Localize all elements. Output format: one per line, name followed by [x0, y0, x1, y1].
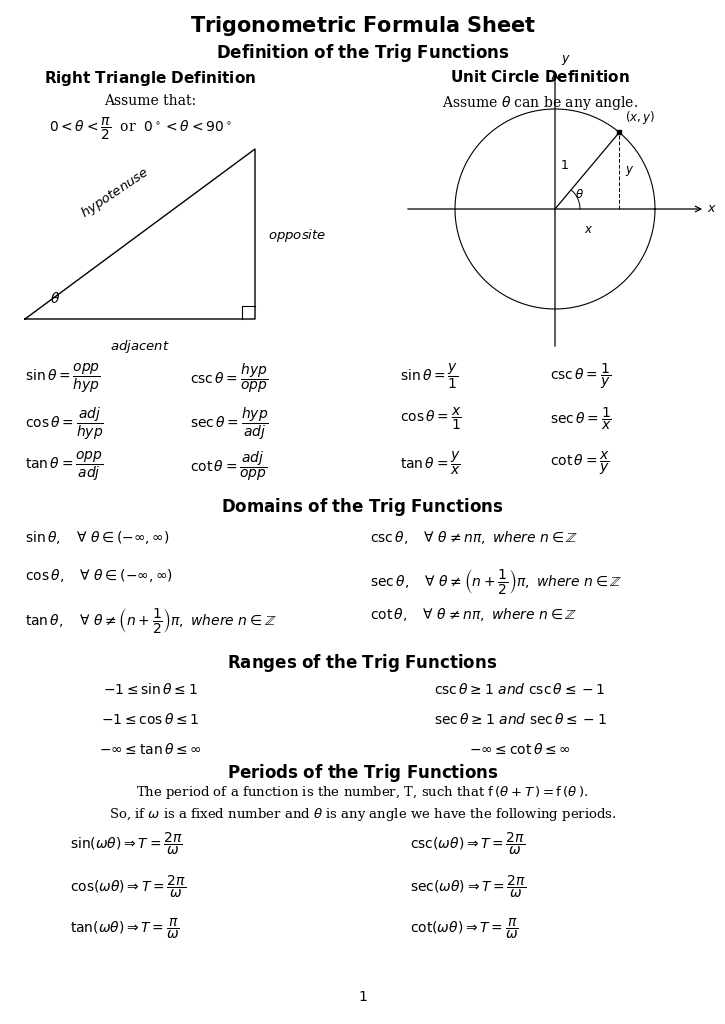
Text: $\cot\theta, \quad \forall\ \theta \neq n\pi,\ where\ n \in \mathbb{Z}$: $\cot\theta, \quad \forall\ \theta \neq …: [370, 606, 577, 623]
Text: The period of a function is the number, T, such that $\mathrm{f}\,(\theta + T\,): The period of a function is the number, …: [136, 784, 589, 801]
Text: $\sec\theta \geq 1\ \mathit{and}\ \sec\theta \leq -1$: $\sec\theta \geq 1\ \mathit{and}\ \sec\t…: [434, 712, 607, 727]
Text: $\cos\theta, \quad \forall\ \theta \in (-\infty, \infty)$: $\cos\theta, \quad \forall\ \theta \in (…: [25, 567, 173, 584]
Text: $x$: $x$: [707, 203, 717, 215]
Text: So, if $\omega$ is a fixed number and $\theta$ is any angle we have the followin: So, if $\omega$ is a fixed number and $\…: [109, 806, 616, 823]
Text: $\bf{Trigonometric\ Formula\ Sheet}$: $\bf{Trigonometric\ Formula\ Sheet}$: [189, 14, 536, 38]
Text: $-1 \leq \cos\theta \leq 1$: $-1 \leq \cos\theta \leq 1$: [101, 712, 199, 727]
Text: $\cot\theta = \dfrac{x}{y}$: $\cot\theta = \dfrac{x}{y}$: [550, 450, 610, 477]
Text: $\theta$: $\theta$: [50, 291, 60, 306]
Text: $\bf{Domains\ of\ the\ Trig\ Functions}$: $\bf{Domains\ of\ the\ Trig\ Functions}$: [221, 496, 504, 518]
Text: $-\infty \leq \tan\theta \leq \infty$: $-\infty \leq \tan\theta \leq \infty$: [99, 742, 202, 757]
Text: $\csc\theta = \dfrac{hyp}{opp}$: $\csc\theta = \dfrac{hyp}{opp}$: [190, 362, 268, 395]
Text: $\cos\theta = \dfrac{x}{1}$: $\cos\theta = \dfrac{x}{1}$: [400, 406, 462, 432]
Text: $(x,y)$: $(x,y)$: [625, 110, 655, 126]
Text: $-\infty \leq \cot\theta \leq \infty$: $-\infty \leq \cot\theta \leq \infty$: [469, 742, 571, 757]
Text: $\tan\theta = \dfrac{opp}{adj}$: $\tan\theta = \dfrac{opp}{adj}$: [25, 450, 104, 483]
Text: $\csc\theta, \quad \forall\ \theta \neq n\pi,\ where\ n \in \mathbb{Z}$: $\csc\theta, \quad \forall\ \theta \neq …: [370, 529, 579, 546]
Text: $-1 \leq \sin\theta \leq 1$: $-1 \leq \sin\theta \leq 1$: [103, 682, 197, 697]
Text: $x$: $x$: [584, 223, 593, 236]
Text: $\cos(\omega\theta) \Rightarrow T = \dfrac{2\pi}{\omega}$: $\cos(\omega\theta) \Rightarrow T = \dfr…: [70, 874, 186, 900]
Text: $\csc\theta = \dfrac{1}{y}$: $\csc\theta = \dfrac{1}{y}$: [550, 362, 611, 391]
Text: $\sin(\omega\theta) \Rightarrow T = \dfrac{2\pi}{\omega}$: $\sin(\omega\theta) \Rightarrow T = \dfr…: [70, 831, 183, 857]
Text: $\csc\theta \geq 1\ \mathit{and}\ \csc\theta \leq -1$: $\csc\theta \geq 1\ \mathit{and}\ \csc\t…: [434, 682, 605, 697]
Text: $\sec\theta = \dfrac{hyp}{adj}$: $\sec\theta = \dfrac{hyp}{adj}$: [190, 406, 269, 442]
Text: $\tan\theta, \quad \forall\ \theta \neq \left(n + \dfrac{1}{2}\right)\pi,\ where: $\tan\theta, \quad \forall\ \theta \neq …: [25, 606, 277, 635]
Text: $\bf{Right\ Triangle\ Definition}$: $\bf{Right\ Triangle\ Definition}$: [44, 69, 256, 88]
Text: $y$: $y$: [625, 164, 634, 178]
Text: $\cot\theta = \dfrac{adj}{opp}$: $\cot\theta = \dfrac{adj}{opp}$: [190, 450, 268, 483]
Text: $1$: $1$: [357, 990, 368, 1004]
Text: $\sec\theta, \quad \forall\ \theta \neq \left(n + \dfrac{1}{2}\right)\pi,\ where: $\sec\theta, \quad \forall\ \theta \neq …: [370, 567, 622, 596]
Text: $\cot(\omega\theta) \Rightarrow T = \dfrac{\pi}{\omega}$: $\cot(\omega\theta) \Rightarrow T = \dfr…: [410, 918, 518, 941]
Text: $\bf{Periods\ of\ the\ Trig\ Functions}$: $\bf{Periods\ of\ the\ Trig\ Functions}$: [226, 762, 499, 784]
Text: $\bf{Definition\ of\ the\ Trig\ Functions}$: $\bf{Definition\ of\ the\ Trig\ Function…: [215, 42, 510, 63]
Text: $\sin\theta, \quad \forall\ \theta \in (-\infty, \infty)$: $\sin\theta, \quad \forall\ \theta \in (…: [25, 529, 170, 546]
Text: $\csc(\omega\theta) \Rightarrow T = \dfrac{2\pi}{\omega}$: $\csc(\omega\theta) \Rightarrow T = \dfr…: [410, 831, 526, 857]
Text: $\bf{Ranges\ of\ the\ Trig\ Functions}$: $\bf{Ranges\ of\ the\ Trig\ Functions}$: [228, 652, 497, 674]
Text: Assume that:: Assume that:: [104, 94, 196, 108]
Text: $0 < \theta < \dfrac{\pi}{2}$  or  $0^\circ < \theta < 90^\circ$: $0 < \theta < \dfrac{\pi}{2}$ or $0^\cir…: [49, 116, 231, 142]
Text: $1$: $1$: [560, 159, 569, 172]
Text: $\it{hypotenuse}$: $\it{hypotenuse}$: [78, 164, 153, 222]
Text: $\theta$: $\theta$: [575, 188, 584, 201]
Text: $y$: $y$: [561, 53, 571, 67]
Text: $\sec\theta = \dfrac{1}{x}$: $\sec\theta = \dfrac{1}{x}$: [550, 406, 612, 432]
Text: $\it{adjacent}$: $\it{adjacent}$: [110, 338, 170, 355]
Text: $\sec(\omega\theta) \Rightarrow T = \dfrac{2\pi}{\omega}$: $\sec(\omega\theta) \Rightarrow T = \dfr…: [410, 874, 526, 900]
Text: $\tan(\omega\theta) \Rightarrow T = \dfrac{\pi}{\omega}$: $\tan(\omega\theta) \Rightarrow T = \dfr…: [70, 918, 180, 941]
Text: $\bf{Unit\ Circle\ Definition}$: $\bf{Unit\ Circle\ Definition}$: [450, 69, 630, 85]
Text: $\sin\theta = \dfrac{y}{1}$: $\sin\theta = \dfrac{y}{1}$: [400, 362, 458, 391]
Text: Assume $\theta$ can be any angle.: Assume $\theta$ can be any angle.: [442, 94, 638, 112]
Text: $\it{opposite}$: $\it{opposite}$: [268, 227, 326, 245]
Text: $\tan\theta = \dfrac{y}{x}$: $\tan\theta = \dfrac{y}{x}$: [400, 450, 461, 477]
Text: $\cos\theta = \dfrac{adj}{hyp}$: $\cos\theta = \dfrac{adj}{hyp}$: [25, 406, 104, 442]
Text: $\sin\theta = \dfrac{opp}{hyp}$: $\sin\theta = \dfrac{opp}{hyp}$: [25, 362, 101, 395]
